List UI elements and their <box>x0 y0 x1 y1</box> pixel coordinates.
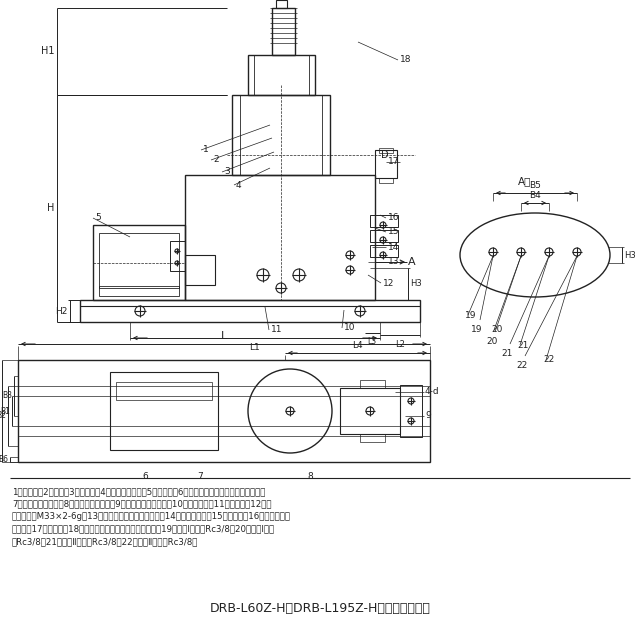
Text: 13: 13 <box>388 257 399 267</box>
Text: H3: H3 <box>410 280 422 288</box>
Bar <box>232 95 330 175</box>
Text: B5: B5 <box>529 181 541 190</box>
Text: 21: 21 <box>517 341 529 350</box>
Bar <box>99 233 179 288</box>
Text: 15: 15 <box>388 227 399 237</box>
Text: H: H <box>47 203 54 213</box>
Bar <box>248 55 315 95</box>
Bar <box>360 380 385 388</box>
Text: 7: 7 <box>197 472 203 481</box>
Text: 1、贯油器；2、泵体；3、排气塞；4、润滑油注入口；5、接线盒；6、排气阀（贯油器活塞下部空气）；: 1、贯油器；2、泵体；3、排气塞；4、润滑油注入口；5、接线盒；6、排气阀（贯油… <box>12 487 266 496</box>
Bar <box>110 372 218 450</box>
Text: A: A <box>408 257 415 267</box>
Text: 14: 14 <box>388 242 399 252</box>
Text: DRB-L60Z-H、DRB-L195Z-H型电动泵外形图: DRB-L60Z-H、DRB-L195Z-H型电动泵外形图 <box>209 601 431 614</box>
Text: 16: 16 <box>388 214 399 222</box>
Text: 1: 1 <box>203 146 209 155</box>
Text: B6: B6 <box>0 455 8 465</box>
Text: H2: H2 <box>56 307 68 315</box>
Text: 7、贯油器低位开关；8、贯油器高位开关；9、电磁换向限位开关；10、放油螺塞；11、油位计；12、润: 7、贯油器低位开关；8、贯油器高位开关；9、电磁换向限位开关；10、放油螺塞；1… <box>12 500 271 508</box>
Bar <box>340 388 400 434</box>
Text: 19: 19 <box>465 310 477 320</box>
Bar <box>272 8 295 55</box>
Text: A向: A向 <box>518 176 532 186</box>
Text: H3: H3 <box>624 250 636 260</box>
Text: L4: L4 <box>352 341 363 350</box>
Text: 11: 11 <box>271 325 282 335</box>
Bar <box>276 0 287 8</box>
Bar <box>370 245 398 257</box>
Text: B1: B1 <box>0 406 10 416</box>
Text: 3: 3 <box>224 168 230 176</box>
Text: 6: 6 <box>142 472 148 481</box>
Text: B4: B4 <box>529 191 541 200</box>
Bar <box>379 148 393 153</box>
Bar <box>116 382 212 400</box>
Text: 10: 10 <box>344 323 355 333</box>
Text: 滑脂补给口M33×2-6g；13、电磁换向阀压力调节螺栓；14、电磁换向阀；15、安全阀；16、排气阀（出: 滑脂补给口M33×2-6g；13、电磁换向阀压力调节螺栓；14、电磁换向阀；15… <box>12 512 291 521</box>
Text: 口Rc3/8；21、管路Ⅱ回油口Rc3/8；22、管路Ⅱ出油口Rc3/8。: 口Rc3/8；21、管路Ⅱ回油口Rc3/8；22、管路Ⅱ出油口Rc3/8。 <box>12 537 198 546</box>
Text: 油口）；17、压力表；18、排气阀（贯油器活塞上部空气）；19、管路Ⅰ出油口Rc3/8；20、管路Ⅰ回油: 油口）；17、压力表；18、排气阀（贯油器活塞上部空气）；19、管路Ⅰ出油口Rc… <box>12 525 275 533</box>
Text: 19: 19 <box>471 325 483 334</box>
Bar <box>400 385 422 437</box>
Bar <box>375 150 397 178</box>
Text: 20: 20 <box>491 325 502 335</box>
Text: 21: 21 <box>501 349 513 358</box>
Text: D: D <box>381 150 388 160</box>
Text: B3: B3 <box>2 391 12 401</box>
Bar <box>170 241 185 271</box>
Text: 12: 12 <box>383 278 394 287</box>
Text: 4: 4 <box>236 181 242 189</box>
Text: L3: L3 <box>367 337 376 346</box>
Text: 2: 2 <box>213 156 219 164</box>
Text: L: L <box>221 331 227 341</box>
Text: 20: 20 <box>486 337 498 346</box>
Bar <box>360 434 385 442</box>
Bar <box>99 286 179 296</box>
Text: 18: 18 <box>400 55 412 65</box>
Text: 5: 5 <box>95 214 100 222</box>
Bar <box>185 175 375 300</box>
Bar <box>93 225 185 300</box>
Bar <box>18 360 430 462</box>
Text: L2: L2 <box>395 340 405 349</box>
Bar <box>379 178 393 183</box>
Text: 22: 22 <box>516 361 527 370</box>
Bar <box>185 255 215 285</box>
Text: H1: H1 <box>40 46 54 56</box>
Text: 4-d: 4-d <box>425 388 440 396</box>
Text: 17: 17 <box>388 158 399 166</box>
Text: 8: 8 <box>307 472 313 481</box>
Text: 9: 9 <box>425 412 431 421</box>
Bar <box>370 230 398 242</box>
Text: B2: B2 <box>0 412 6 421</box>
Text: L1: L1 <box>250 343 260 352</box>
Bar <box>80 300 420 322</box>
Bar <box>370 215 398 227</box>
Text: 22: 22 <box>543 356 554 364</box>
